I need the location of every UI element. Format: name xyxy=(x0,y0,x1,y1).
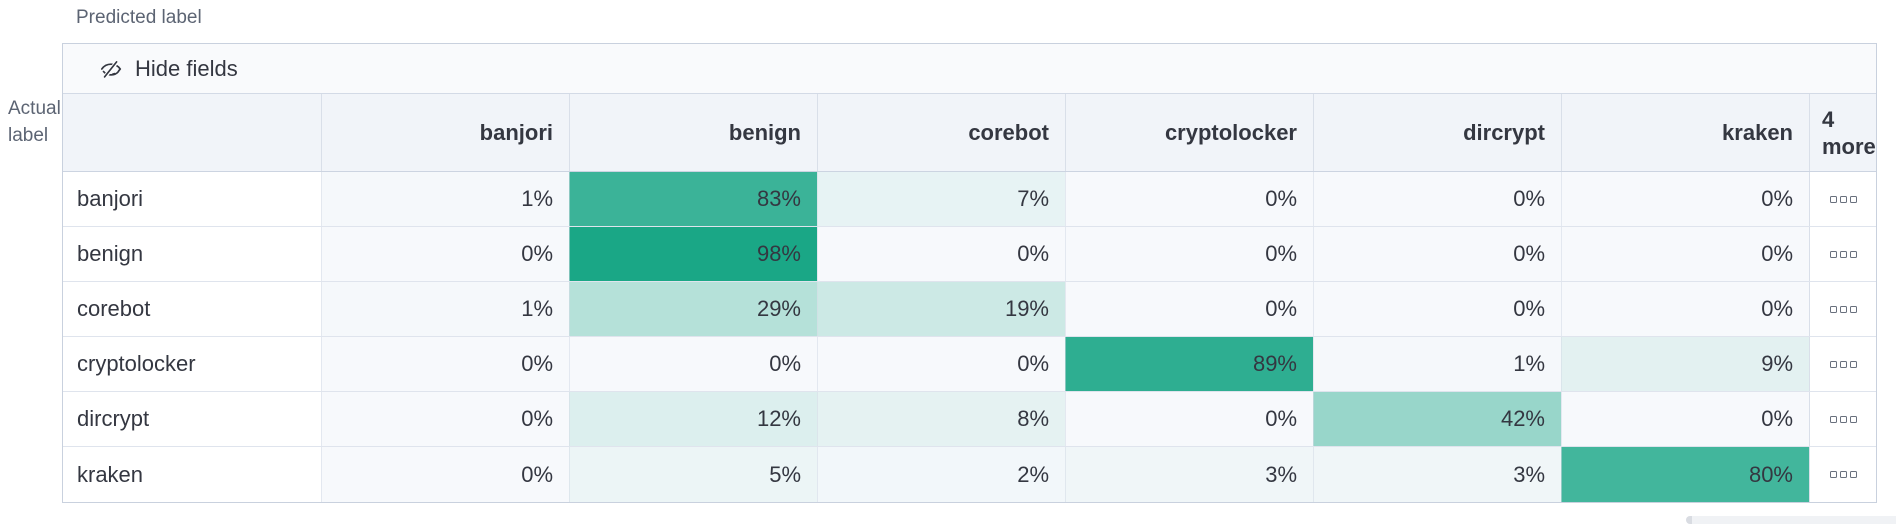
column-header-cryptolocker[interactable]: cryptolocker xyxy=(1065,94,1313,171)
matrix-cell-dircrypt-kraken[interactable]: 0% xyxy=(1561,392,1809,446)
matrix-cell-banjori-banjori[interactable]: 1% xyxy=(321,172,569,226)
matrix-cell-corebot-benign[interactable]: 29% xyxy=(569,282,817,336)
matrix-row-corebot: corebot 1% 29% 19% 0% 0% 0% xyxy=(63,282,1876,337)
matrix-row-benign: benign 0% 98% 0% 0% 0% 0% xyxy=(63,227,1876,282)
matrix-header-row: banjori benign corebot cryptolocker dircrypt… xyxy=(63,94,1876,172)
grid-toolbar: Hide fields xyxy=(63,44,1876,94)
matrix-cell-corebot-kraken[interactable]: 0% xyxy=(1561,282,1809,336)
matrix-cell-benign-dircrypt[interactable]: 0% xyxy=(1313,227,1561,281)
matrix-cell-benign-kraken[interactable]: 0% xyxy=(1561,227,1809,281)
matrix-cell-cryptolocker-dircrypt[interactable]: 1% xyxy=(1313,337,1561,391)
row-label-dircrypt[interactable]: dircrypt xyxy=(63,392,321,446)
boxes-horizontal-icon xyxy=(1829,471,1857,478)
row-label-kraken[interactable]: kraken xyxy=(63,447,321,502)
boxes-horizontal-icon xyxy=(1829,360,1857,368)
matrix-row-cryptolocker: cryptolocker 0% 0% 0% 89% 1% 9% xyxy=(63,337,1876,392)
matrix-cell-benign-banjori[interactable]: 0% xyxy=(321,227,569,281)
column-header-corebot[interactable]: corebot xyxy=(817,94,1065,171)
more-columns-header[interactable]: 4 more xyxy=(1809,94,1876,171)
matrix-cell-banjori-corebot[interactable]: 7% xyxy=(817,172,1065,226)
more-columns-cell[interactable] xyxy=(1809,447,1876,502)
matrix-cell-cryptolocker-kraken[interactable]: 9% xyxy=(1561,337,1809,391)
matrix-cell-banjori-kraken[interactable]: 0% xyxy=(1561,172,1809,226)
eye-closed-icon xyxy=(99,57,123,81)
predicted-axis-label: Predicted label xyxy=(76,7,202,28)
matrix-cell-dircrypt-corebot[interactable]: 8% xyxy=(817,392,1065,446)
matrix-corner-cell xyxy=(63,94,321,171)
matrix-cell-corebot-dircrypt[interactable]: 0% xyxy=(1313,282,1561,336)
matrix-cell-kraken-cryptolocker[interactable]: 3% xyxy=(1065,447,1313,502)
matrix-row-banjori: banjori 1% 83% 7% 0% 0% 0% xyxy=(63,172,1876,227)
matrix-cell-benign-benign[interactable]: 98% xyxy=(569,227,817,281)
more-columns-cell[interactable] xyxy=(1809,392,1876,446)
matrix-cell-corebot-cryptolocker[interactable]: 0% xyxy=(1065,282,1313,336)
row-label-cryptolocker[interactable]: cryptolocker xyxy=(63,337,321,391)
actual-axis-label: Actual label xyxy=(8,98,61,146)
matrix-cell-cryptolocker-banjori[interactable]: 0% xyxy=(321,337,569,391)
more-columns-cell[interactable] xyxy=(1809,337,1876,391)
hide-fields-label: Hide fields xyxy=(135,55,238,81)
matrix-cell-corebot-banjori[interactable]: 1% xyxy=(321,282,569,336)
matrix-cell-kraken-benign[interactable]: 5% xyxy=(569,447,817,502)
matrix-cell-banjori-dircrypt[interactable]: 0% xyxy=(1313,172,1561,226)
matrix-cell-kraken-banjori[interactable]: 0% xyxy=(321,447,569,502)
matrix-cell-cryptolocker-cryptolocker[interactable]: 89% xyxy=(1065,337,1313,391)
more-columns-cell[interactable] xyxy=(1809,282,1876,336)
boxes-horizontal-icon xyxy=(1829,250,1857,258)
column-header-dircrypt[interactable]: dircrypt xyxy=(1313,94,1561,171)
matrix-cell-kraken-kraken[interactable]: 80% xyxy=(1561,447,1809,502)
matrix-cell-banjori-benign[interactable]: 83% xyxy=(569,172,817,226)
more-columns-cell[interactable] xyxy=(1809,227,1876,281)
column-header-benign[interactable]: benign xyxy=(569,94,817,171)
matrix-cell-banjori-cryptolocker[interactable]: 0% xyxy=(1065,172,1313,226)
row-label-corebot[interactable]: corebot xyxy=(63,282,321,336)
row-label-banjori[interactable]: banjori xyxy=(63,172,321,226)
matrix-cell-dircrypt-benign[interactable]: 12% xyxy=(569,392,817,446)
matrix-cell-cryptolocker-benign[interactable]: 0% xyxy=(569,337,817,391)
matrix-cell-benign-cryptolocker[interactable]: 0% xyxy=(1065,227,1313,281)
column-header-kraken[interactable]: kraken xyxy=(1561,94,1809,171)
matrix-cell-corebot-corebot[interactable]: 19% xyxy=(817,282,1065,336)
matrix-cell-dircrypt-banjori[interactable]: 0% xyxy=(321,392,569,446)
boxes-horizontal-icon xyxy=(1829,415,1857,423)
row-label-benign[interactable]: benign xyxy=(63,227,321,281)
matrix-cell-kraken-corebot[interactable]: 2% xyxy=(817,447,1065,502)
hide-fields-button[interactable]: Hide fields xyxy=(99,56,238,82)
matrix-cell-dircrypt-dircrypt[interactable]: 42% xyxy=(1313,392,1561,446)
matrix-cell-dircrypt-cryptolocker[interactable]: 0% xyxy=(1065,392,1313,446)
boxes-horizontal-icon xyxy=(1829,195,1857,203)
horizontal-scrollbar[interactable] xyxy=(1686,516,1896,524)
boxes-horizontal-icon xyxy=(1829,305,1857,313)
column-header-banjori[interactable]: banjori xyxy=(321,94,569,171)
matrix-row-dircrypt: dircrypt 0% 12% 8% 0% 42% 0% xyxy=(63,392,1876,447)
more-columns-cell[interactable] xyxy=(1809,172,1876,226)
matrix-cell-cryptolocker-corebot[interactable]: 0% xyxy=(817,337,1065,391)
matrix-row-kraken: kraken 0% 5% 2% 3% 3% 80% xyxy=(63,447,1876,502)
confusion-matrix-grid: Hide fields banjori benign corebot cryptolo… xyxy=(62,43,1877,503)
matrix-body: banjori 1% 83% 7% 0% 0% 0% benign 0% 98% 0% 0% 0% 0% c… xyxy=(63,172,1876,502)
matrix-cell-benign-corebot[interactable]: 0% xyxy=(817,227,1065,281)
matrix-cell-kraken-dircrypt[interactable]: 3% xyxy=(1313,447,1561,502)
